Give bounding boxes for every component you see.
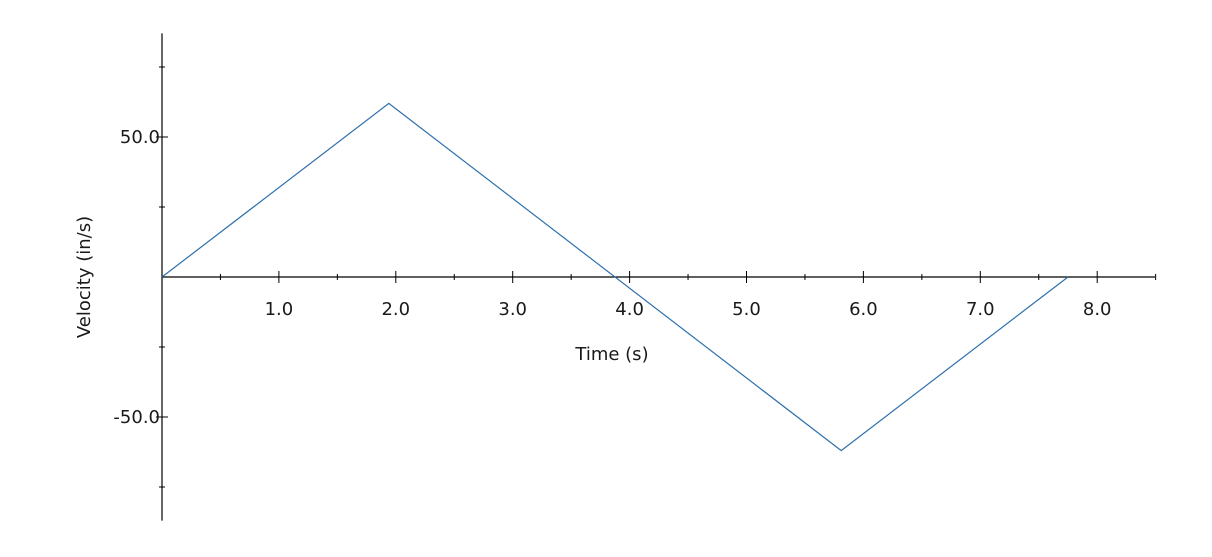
y-tick-label: -50.0: [113, 407, 160, 428]
axes: [161, 33, 1155, 521]
minor-ticks: [159, 66, 1157, 488]
series-line: [161, 102, 1069, 452]
x-tick-label: 5.0: [732, 299, 761, 320]
x-tick-label: 3.0: [498, 299, 527, 320]
series-layer: [161, 102, 1069, 452]
x-tick-label: 7.0: [966, 299, 995, 320]
y-tick-label: 50.0: [120, 127, 160, 148]
x-tick-label: 6.0: [849, 299, 878, 320]
y-axis-title: Velocity (in/s): [74, 216, 95, 338]
y-axis-ticks: 50.0 -50.0: [113, 127, 168, 428]
x-tick-label: 8.0: [1083, 299, 1112, 320]
x-tick-label: 4.0: [615, 299, 644, 320]
x-tick-label: 2.0: [381, 299, 410, 320]
x-tick-label: 1.0: [265, 299, 294, 320]
x-axis-ticks: 1.0 2.0 3.0 4.0 5.0 6.0 7.0 8.0: [265, 271, 1112, 320]
x-axis-title: Time (s): [574, 344, 648, 365]
